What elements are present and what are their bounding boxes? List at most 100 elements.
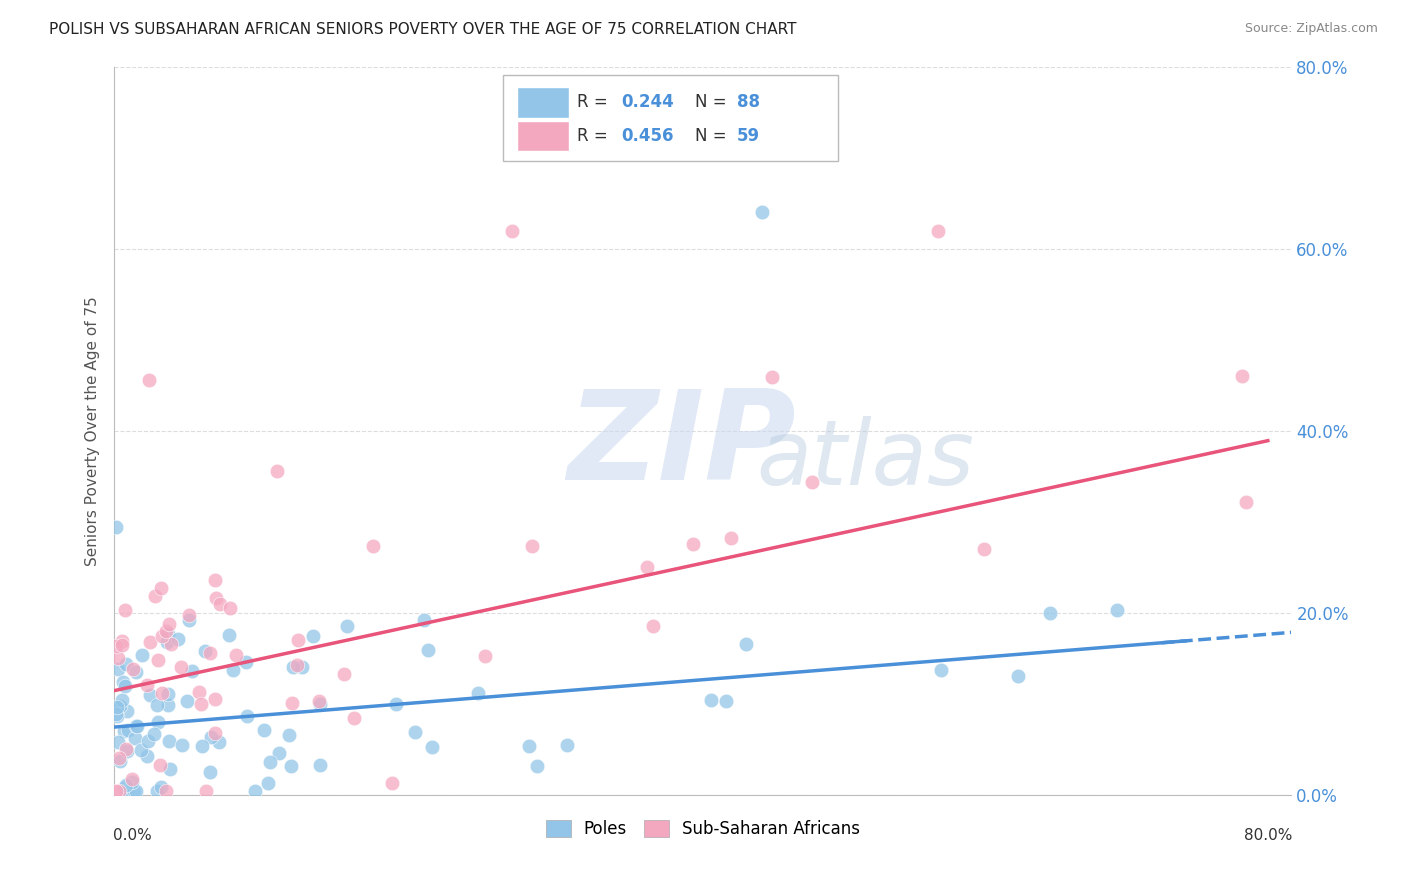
Point (115, 657, 138, 672)
Text: 0.456: 0.456 (621, 127, 673, 145)
Point (308, 694, 330, 708)
Point (751, 205, 773, 219)
Point (278, 728, 301, 742)
Point (720, 531, 742, 545)
Text: N =: N = (695, 127, 731, 145)
Point (474, 649, 496, 664)
Point (236, 709, 259, 723)
Point (269, 746, 291, 760)
Point (404, 725, 426, 739)
Point (245, 784, 267, 798)
Point (176, 694, 198, 708)
Text: ZIP: ZIP (568, 385, 796, 506)
Point (143, 727, 166, 741)
Legend: Poles, Sub-Saharan Africans: Poles, Sub-Saharan Africans (546, 820, 860, 838)
Point (115, 744, 138, 758)
Point (700, 693, 723, 707)
Point (219, 600, 242, 615)
Point (149, 780, 172, 794)
Point (157, 734, 180, 748)
Point (160, 637, 183, 651)
Point (122, 662, 145, 676)
Point (124, 784, 146, 798)
Point (235, 655, 257, 669)
Point (138, 734, 160, 748)
Point (157, 616, 180, 631)
Point (221, 664, 243, 678)
Point (287, 632, 309, 647)
Point (256, 776, 278, 790)
Point (108, 754, 131, 768)
Point (105, 707, 128, 722)
Point (1039, 607, 1062, 621)
Point (280, 759, 302, 773)
Point (520, 540, 543, 554)
Point (112, 780, 135, 795)
Point (204, 726, 226, 740)
Point (343, 711, 366, 725)
Point (155, 784, 177, 798)
Point (198, 764, 221, 779)
Point (150, 629, 173, 643)
Point (180, 665, 202, 679)
Point (188, 685, 211, 699)
Point (107, 784, 129, 798)
Point (1107, 602, 1129, 616)
Point (253, 723, 276, 738)
Point (190, 697, 212, 711)
Point (107, 662, 129, 676)
Point (111, 692, 134, 706)
Point (139, 688, 162, 702)
Point (105, 709, 128, 723)
Point (115, 784, 138, 798)
Point (734, 638, 756, 652)
Point (420, 740, 443, 755)
Point (156, 634, 179, 648)
Text: R =: R = (576, 127, 613, 145)
Point (110, 699, 132, 714)
Point (170, 660, 193, 674)
Point (1230, 368, 1253, 383)
Text: 80.0%: 80.0% (1244, 828, 1292, 843)
Point (209, 598, 232, 612)
Point (125, 719, 148, 733)
Point (138, 373, 160, 387)
Point (149, 581, 172, 595)
Point (682, 537, 704, 551)
Point (112, 675, 135, 690)
Point (156, 698, 179, 713)
Point (285, 657, 308, 672)
Point (467, 686, 489, 700)
Point (281, 660, 304, 674)
Point (155, 624, 177, 638)
Text: atlas: atlas (756, 417, 974, 504)
Point (107, 735, 129, 749)
Point (179, 607, 201, 622)
Point (636, 560, 658, 574)
Point (301, 629, 323, 643)
Point (111, 634, 134, 648)
Point (517, 739, 540, 753)
Point (927, 224, 949, 238)
Point (361, 539, 384, 553)
Point (136, 677, 159, 691)
Point (148, 757, 170, 772)
Point (150, 686, 173, 700)
Point (121, 774, 143, 789)
Point (145, 698, 167, 712)
Point (714, 694, 737, 708)
Text: Source: ZipAtlas.com: Source: ZipAtlas.com (1244, 22, 1378, 36)
Point (157, 627, 180, 641)
FancyBboxPatch shape (503, 75, 838, 161)
Text: N =: N = (695, 94, 731, 112)
Point (412, 613, 434, 627)
Point (929, 663, 952, 677)
Point (416, 643, 439, 657)
Point (526, 758, 548, 772)
Text: 59: 59 (737, 127, 761, 145)
Point (291, 659, 314, 673)
Point (107, 650, 129, 665)
Point (973, 541, 995, 556)
Point (309, 758, 332, 772)
Point (381, 775, 404, 789)
